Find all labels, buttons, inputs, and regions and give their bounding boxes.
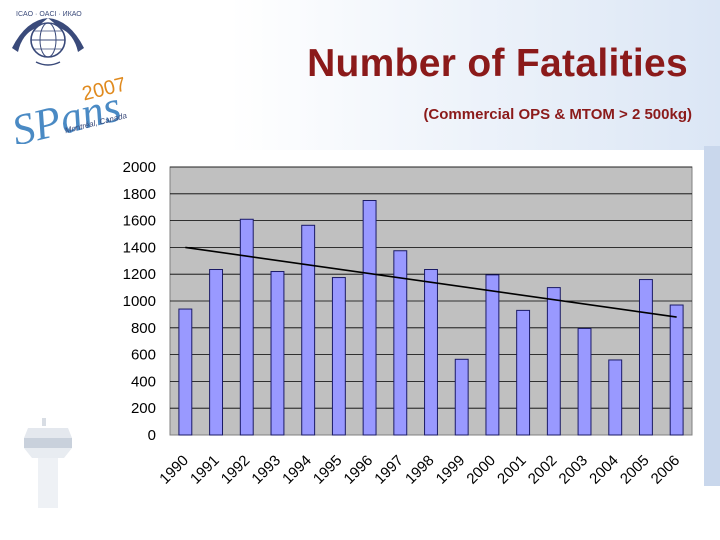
decorative-strip (704, 146, 720, 486)
slide-subtitle: (Commercial OPS & MTOM > 2 500kg) (423, 106, 692, 123)
x-tick-label: 1991 (187, 452, 223, 488)
x-tick-label: 1995 (310, 452, 346, 488)
bar-2005 (638, 279, 653, 436)
bar-1999 (454, 358, 469, 436)
y-tick-label: 600 (131, 347, 156, 364)
spans-2007-logo: ICAO · OACI · ИКАО SPans 2007 Montréal, … (7, 11, 129, 144)
x-tick-label: 2006 (648, 452, 684, 488)
x-tick-label: 1992 (218, 452, 254, 488)
x-tick-label: 1993 (248, 452, 284, 488)
bar-2001 (516, 309, 531, 436)
x-tick-label: 1998 (402, 452, 438, 488)
bar-2000 (485, 274, 500, 436)
bar-2002 (546, 287, 561, 436)
bar-2003 (577, 327, 592, 436)
y-tick-label: 2000 (123, 159, 156, 176)
bar-1996 (362, 200, 377, 436)
y-tick-label: 1200 (123, 266, 156, 283)
x-tick-label: 2001 (494, 452, 530, 488)
slide-title: Number of Fatalities (307, 42, 688, 85)
control-tower-icon (24, 418, 72, 508)
y-tick-label: 800 (131, 320, 156, 337)
x-tick-label: 2003 (556, 452, 592, 488)
bar-2006 (669, 304, 684, 436)
bar-1997 (393, 250, 408, 436)
bar-1992 (239, 218, 254, 436)
svg-text:ICAO · OACI · ИКАО: ICAO · OACI · ИКАО (16, 11, 82, 18)
svg-text:2007: 2007 (80, 73, 129, 105)
x-tick-label: 2004 (586, 452, 622, 488)
bar-2004 (608, 359, 623, 436)
x-tick-label: 1990 (156, 452, 192, 488)
y-tick-label: 200 (131, 400, 156, 417)
y-tick-label: 400 (131, 373, 156, 390)
bar-1994 (301, 224, 316, 436)
x-axis-ticks: 1990199119921993199419951996199719981999… (156, 452, 683, 488)
x-tick-label: 1997 (371, 452, 407, 488)
y-tick-label: 0 (148, 427, 156, 444)
y-tick-label: 1400 (123, 239, 156, 256)
x-tick-label: 1999 (433, 452, 469, 488)
x-tick-label: 2002 (525, 452, 561, 488)
bars (178, 200, 684, 436)
x-tick-label: 2000 (463, 452, 499, 488)
bar-1993 (270, 271, 285, 436)
bar-1995 (331, 277, 346, 436)
x-tick-label: 1994 (279, 452, 315, 488)
icao-emblem-icon (12, 18, 84, 66)
trend-line (185, 246, 677, 318)
y-tick-label: 1800 (123, 186, 156, 203)
bar-1991 (209, 269, 224, 436)
bar-1990 (178, 308, 193, 436)
x-tick-label: 1996 (341, 452, 377, 488)
fatalities-bar-chart: 0 200 400 600 800 1000 1200 1400 1600 1800 2000 19… (123, 159, 693, 488)
y-axis-ticks: 0 200 400 600 800 1000 1200 1400 1600 1800 2000 (123, 159, 156, 444)
y-tick-label: 1600 (123, 213, 156, 230)
y-tick-label: 1000 (123, 293, 156, 310)
x-tick-label: 2005 (617, 452, 653, 488)
bar-1998 (424, 269, 438, 436)
